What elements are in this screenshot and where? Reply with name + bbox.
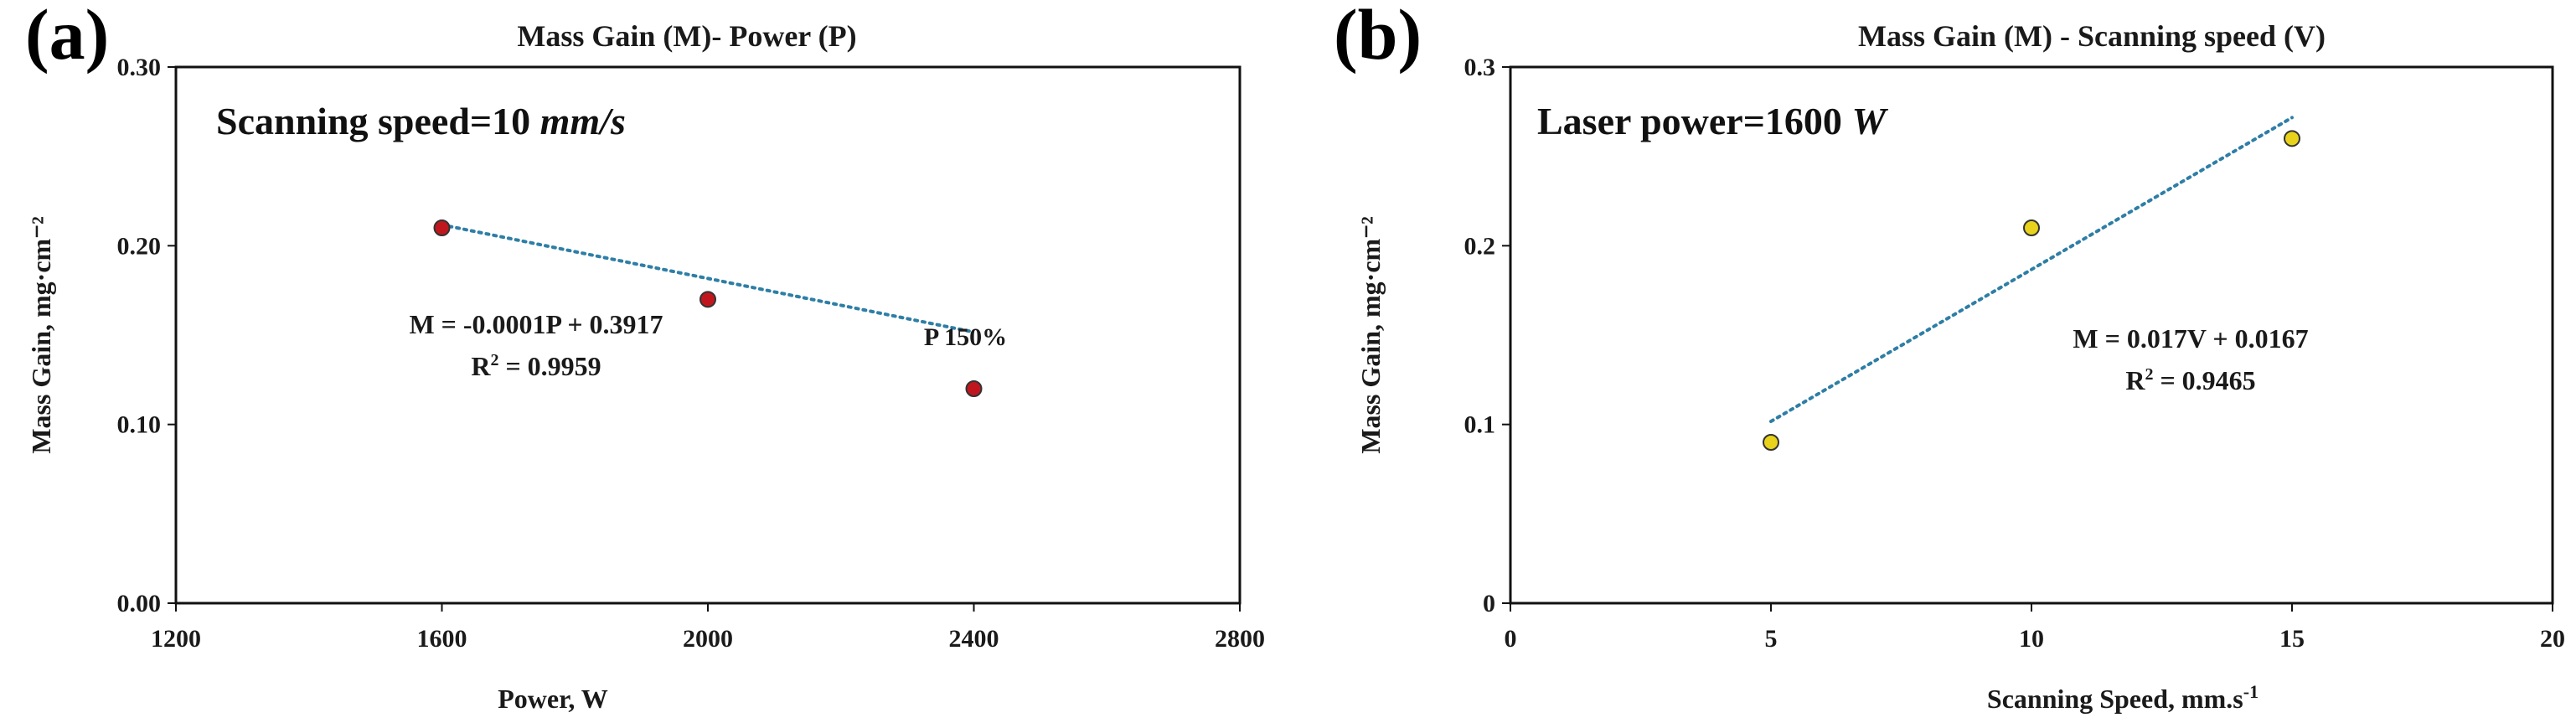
- trendline-b: [1769, 116, 2294, 424]
- x-tick-label-a: 1600: [417, 625, 467, 653]
- x-tick-label-a: 2800: [1215, 625, 1265, 653]
- trendline-a: [440, 223, 976, 334]
- data-point-b: [1763, 434, 1779, 451]
- chart-a-svg: (a) Mass Gain (M)- Power (P) 0.00 0.10 0.20 0…: [25, 0, 1265, 714]
- panel-label-b: (b): [1334, 0, 1422, 75]
- y-tick-label-a: 0.30: [117, 54, 162, 81]
- y-axis-label-a: Mass Gain, mg·cm⁻²: [26, 216, 56, 453]
- r-squared-label-b: R2 = 0.9465: [2125, 365, 2255, 395]
- x-tick-label-b: 15: [2279, 625, 2305, 653]
- point-annotation-a: P 150%: [924, 323, 1007, 351]
- data-point-a: [433, 219, 451, 236]
- y-axis-label-b: Mass Gain, mg·cm⁻²: [1355, 216, 1386, 453]
- x-axis-label-b: Scanning Speed, mm.s-1: [1987, 681, 2259, 714]
- y-tick-label-a: 0.20: [117, 232, 162, 260]
- data-point-a: [699, 291, 716, 308]
- condition-text-a: Scanning speed=10 mm/s: [216, 100, 626, 142]
- chart-b-svg: (b) Mass Gain (M) - Scanning speed (V) 0 0.…: [1334, 0, 2565, 714]
- condition-text-b: Laser power=1600 W: [1537, 100, 1888, 142]
- panel-label-a: (a): [25, 0, 109, 75]
- x-tick-label-a: 1200: [151, 625, 201, 653]
- x-tick-label-b: 20: [2540, 625, 2565, 653]
- r-squared-label-a: R2 = 0.9959: [471, 351, 601, 381]
- x-axis-label-a: Power, W: [498, 684, 608, 714]
- chart-panel-b: (b) Mass Gain (M) - Scanning speed (V) 0 0.…: [1288, 0, 2576, 728]
- equation-label-a: M = -0.0001P + 0.3917: [409, 309, 663, 339]
- y-tick-label-b: 0.1: [1464, 411, 1496, 439]
- y-tick-label-a: 0.10: [117, 411, 162, 439]
- data-point-b: [2023, 219, 2040, 236]
- y-tick-label-a: 0.00: [117, 590, 162, 617]
- x-tick-label-a: 2000: [683, 625, 733, 653]
- x-tick-label-b: 5: [1765, 625, 1778, 653]
- chart-title-b: Mass Gain (M) - Scanning speed (V): [1858, 19, 2326, 53]
- plot-frame-b: [1509, 65, 2554, 605]
- data-point-b: [2284, 130, 2300, 147]
- equation-label-b: M = 0.017V + 0.0167: [2073, 323, 2308, 354]
- data-point-a: [965, 380, 983, 397]
- y-tick-label-b: 0.3: [1464, 54, 1496, 81]
- x-tick-label-b: 0: [1505, 625, 1517, 653]
- y-tick-label-b: 0.2: [1464, 232, 1496, 260]
- chart-title-a: Mass Gain (M)- Power (P): [517, 19, 856, 53]
- plot-frame-a: [174, 65, 1242, 605]
- y-tick-label-b: 0: [1483, 590, 1495, 617]
- x-tick-label-b: 10: [2019, 625, 2044, 653]
- x-tick-label-a: 2400: [949, 625, 999, 653]
- chart-panel-a: (a) Mass Gain (M)- Power (P) 0.00 0.10 0.20 0…: [25, 0, 1265, 714]
